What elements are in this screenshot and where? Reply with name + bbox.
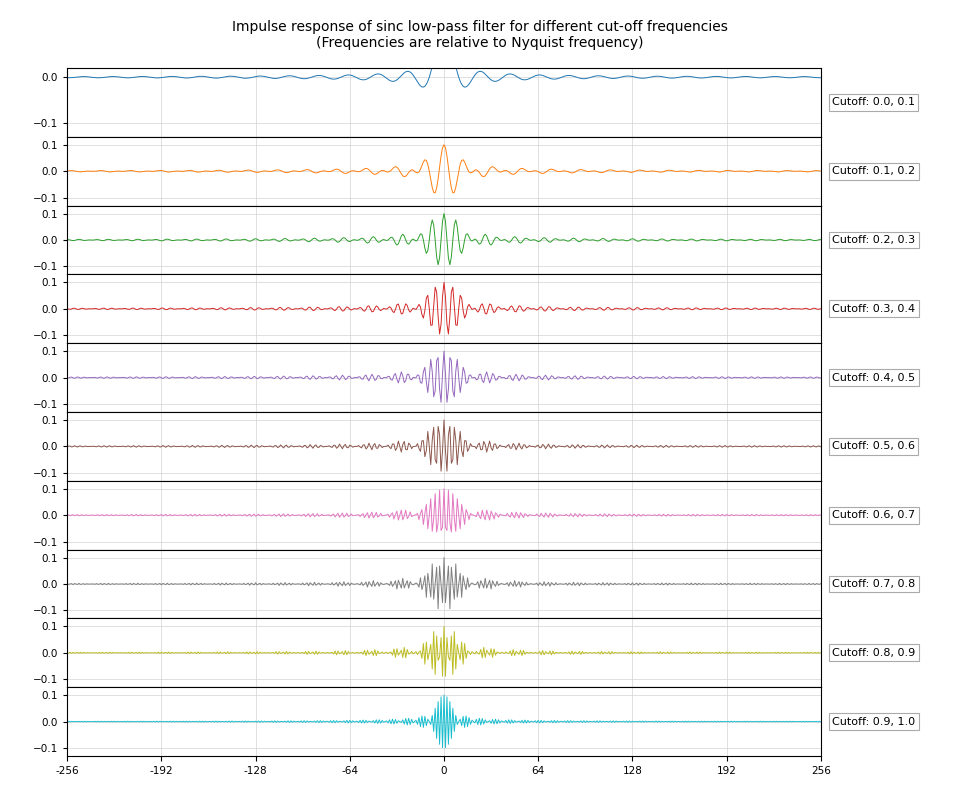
Text: Cutoff: 0.0, 0.1: Cutoff: 0.0, 0.1: [832, 98, 915, 107]
Text: Cutoff: 0.3, 0.4: Cutoff: 0.3, 0.4: [832, 304, 915, 314]
Text: Impulse response of sinc low-pass filter for different cut-off frequencies
(Freq: Impulse response of sinc low-pass filter…: [232, 20, 728, 50]
Text: Cutoff: 0.4, 0.5: Cutoff: 0.4, 0.5: [832, 373, 915, 382]
Text: Cutoff: 0.7, 0.8: Cutoff: 0.7, 0.8: [832, 579, 915, 589]
Text: Cutoff: 0.6, 0.7: Cutoff: 0.6, 0.7: [832, 510, 915, 520]
Text: Cutoff: 0.2, 0.3: Cutoff: 0.2, 0.3: [832, 235, 915, 245]
Text: Cutoff: 0.9, 1.0: Cutoff: 0.9, 1.0: [832, 717, 915, 726]
Text: Cutoff: 0.8, 0.9: Cutoff: 0.8, 0.9: [832, 648, 915, 658]
Text: Cutoff: 0.5, 0.6: Cutoff: 0.5, 0.6: [832, 442, 915, 451]
Text: Cutoff: 0.1, 0.2: Cutoff: 0.1, 0.2: [832, 166, 915, 176]
